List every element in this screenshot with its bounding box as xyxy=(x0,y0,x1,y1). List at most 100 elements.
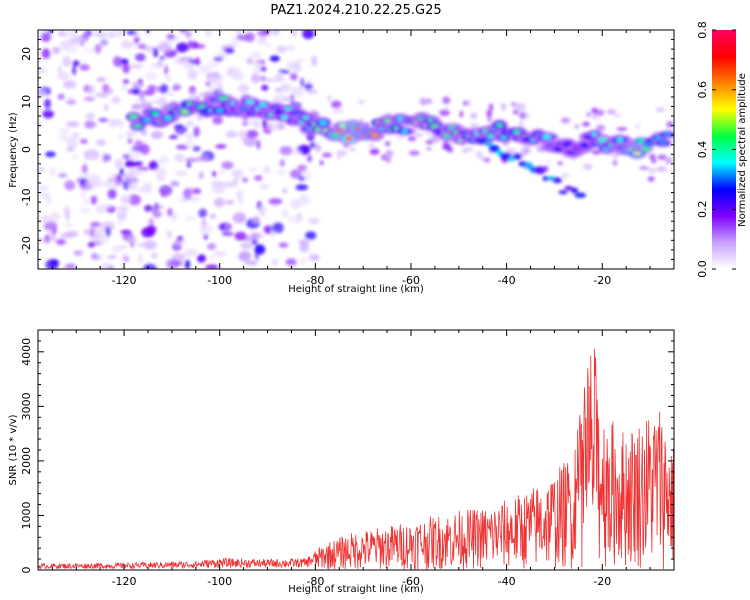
heat-cell xyxy=(268,198,283,205)
heat-cell xyxy=(86,150,100,161)
heat-cell xyxy=(462,100,469,106)
heat-cell xyxy=(271,30,280,36)
heat-cell xyxy=(170,181,180,187)
heat-cell xyxy=(592,113,597,120)
snr-y-ticks: 0 1000 2000 3000 4000 xyxy=(20,329,674,574)
heat-cell xyxy=(281,83,288,91)
heat-cell xyxy=(586,112,591,117)
heat-cell xyxy=(280,96,295,102)
heat-cell xyxy=(183,140,197,148)
heat-cell xyxy=(250,52,262,59)
heat-cell xyxy=(147,84,157,92)
heat-ridge-cell xyxy=(558,190,568,195)
heat-ridge-cell xyxy=(370,132,379,138)
heat-cell xyxy=(58,135,70,141)
heat-cell xyxy=(513,109,519,115)
heat-ridge-cell xyxy=(302,116,310,120)
heat-cell xyxy=(327,95,332,103)
y-tick-label: 0 xyxy=(20,146,33,153)
heat-cell xyxy=(55,238,67,246)
heat-cell xyxy=(336,150,348,156)
heat-cell xyxy=(250,73,261,84)
heat-cell xyxy=(193,126,200,138)
heat-cell xyxy=(63,80,77,89)
heat-cell xyxy=(103,103,109,111)
heat-cell xyxy=(520,149,527,157)
heat-cell xyxy=(174,170,189,177)
heat-cell xyxy=(443,106,450,110)
heat-ridge-cell xyxy=(512,153,522,160)
heat-cell xyxy=(151,205,159,216)
heat-cell xyxy=(252,216,260,223)
heat-cell xyxy=(107,255,117,260)
heat-cell xyxy=(263,165,271,175)
heat-cell xyxy=(154,167,167,177)
heat-cell xyxy=(217,83,224,95)
heat-cell xyxy=(157,60,163,67)
heat-cell xyxy=(173,83,179,91)
heat-cell xyxy=(80,207,90,214)
heat-cell xyxy=(187,39,193,48)
heat-cell xyxy=(487,117,492,122)
heat-cell xyxy=(206,243,217,250)
x-tick-label: -120 xyxy=(112,575,137,588)
heat-cell xyxy=(205,264,219,269)
heat-cell xyxy=(213,197,225,208)
heat-cell xyxy=(420,98,429,106)
heat-cell xyxy=(146,224,157,235)
heat-cell xyxy=(464,146,474,153)
heat-cell xyxy=(272,222,284,234)
heat-cell xyxy=(282,188,287,193)
heat-ridge-cell xyxy=(598,137,608,143)
heat-cell xyxy=(277,170,286,176)
spectrogram-frame xyxy=(37,29,675,270)
heat-cell xyxy=(121,83,127,92)
heat-cell xyxy=(234,231,247,241)
spectrogram-y-label: Frequency (Hz) xyxy=(8,112,19,188)
heat-cell xyxy=(44,98,52,109)
heat-cell xyxy=(166,34,176,40)
heat-cell xyxy=(117,220,122,226)
heat-cell xyxy=(135,53,146,62)
heat-ridge-cell xyxy=(164,116,173,121)
heat-cell xyxy=(591,149,602,155)
heat-ridge-cell xyxy=(499,152,512,160)
heat-cell xyxy=(295,184,309,191)
heat-cell xyxy=(278,69,291,74)
snr-x-ticks: -120 -100 -80 -60 -40 -20 xyxy=(51,330,675,588)
heat-cell xyxy=(280,209,290,217)
heat-cell xyxy=(73,250,83,256)
heat-cell xyxy=(159,56,165,61)
heat-cell xyxy=(174,36,181,41)
heat-cell xyxy=(191,43,206,49)
heat-cell xyxy=(256,139,261,150)
heat-cell xyxy=(308,217,320,225)
snr-x-label: Height of straight line (km) xyxy=(288,584,424,595)
heat-cell xyxy=(90,221,101,228)
x-tick-label: -40 xyxy=(498,274,516,287)
heat-ridge-cell xyxy=(659,140,667,146)
heat-cell xyxy=(594,117,601,121)
heat-cell xyxy=(117,133,124,140)
heat-cell xyxy=(274,73,285,83)
colorbar-tick-label: 0.0 xyxy=(696,260,709,278)
heat-cell xyxy=(38,90,46,98)
y-tick-label: 0 xyxy=(20,567,33,574)
heat-cell xyxy=(574,124,580,129)
heat-cell xyxy=(381,154,387,161)
heat-cell xyxy=(173,124,183,129)
heat-cell xyxy=(330,100,342,109)
snr-series-line xyxy=(38,348,674,570)
heat-cell xyxy=(83,197,90,205)
heat-ridge-cell xyxy=(663,132,672,137)
heat-cell xyxy=(72,36,85,45)
x-tick-label: -40 xyxy=(498,575,516,588)
heat-cell xyxy=(612,159,618,166)
heat-cell xyxy=(204,30,213,37)
heat-cell xyxy=(367,144,375,148)
heat-cell xyxy=(79,139,88,144)
heat-cell xyxy=(212,115,223,125)
heat-cell xyxy=(241,120,249,127)
heat-cell xyxy=(95,92,109,98)
